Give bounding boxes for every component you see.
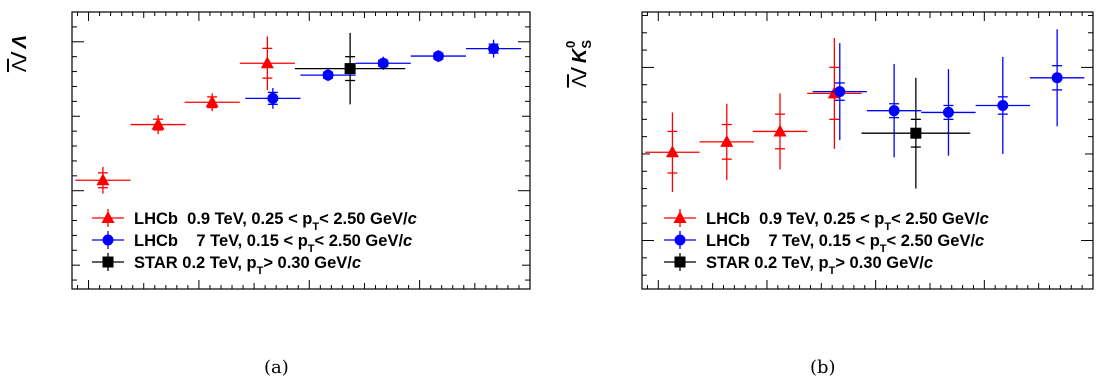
- legend-label: STAR 0.2 TeV, pT> 0.30 GeV/c: [134, 254, 361, 277]
- legend-label-main: LHCb 0.9 TeV, 0.25 < p: [706, 210, 884, 228]
- triangle-marker: [774, 124, 787, 136]
- legend-label: LHCb 0.9 TeV, 0.25 < pT< 2.50 GeV/c: [706, 210, 989, 233]
- data-point: [411, 50, 466, 62]
- panel-b: Λ/ KS0 LHCb 0.9 TeV, 0.25 < pT< 2.50 GeV/…: [548, 0, 1096, 389]
- legend-circle-marker: [675, 235, 686, 246]
- legend-label-c: c: [408, 210, 417, 228]
- data-point: [356, 57, 411, 70]
- panel-a-caption: (a): [264, 357, 289, 378]
- square-marker: [910, 128, 921, 139]
- chart-b-svg: Λ/ KS0 LHCb 0.9 TeV, 0.25 < pT< 2.50 GeV/…: [548, 0, 1096, 360]
- legend-label-main: LHCb 0.9 TeV, 0.25 < p: [134, 210, 312, 228]
- triangle-marker: [96, 173, 109, 185]
- circle-marker: [488, 43, 499, 54]
- y-axis-label-overlined: Λ: [9, 58, 31, 72]
- circle-marker: [943, 107, 954, 118]
- legend-entry: STAR 0.2 TeV, pT> 0.30 GeV/c: [92, 253, 361, 277]
- legend-label-c: c: [924, 254, 933, 272]
- legend-label-main: LHCb 7 TeV, 0.15 < p: [706, 232, 880, 250]
- circle-marker: [323, 70, 334, 81]
- legend-entry: LHCb 7 TeV, 0.15 < pT< 2.50 GeV/c: [664, 231, 984, 255]
- data-point: [130, 115, 185, 134]
- data-point: [295, 33, 405, 104]
- legend-entry: STAR 0.2 TeV, pT> 0.30 GeV/c: [664, 253, 933, 277]
- data-point: [700, 104, 754, 180]
- data-point: [645, 112, 699, 192]
- legend-entry: LHCb 0.9 TeV, 0.25 < pT< 2.50 GeV/c: [92, 209, 417, 233]
- circle-marker: [889, 105, 900, 116]
- legend-label: LHCb 7 TeV, 0.15 < pT< 2.50 GeV/c: [134, 232, 412, 255]
- data-point: [245, 88, 300, 109]
- circle-marker: [997, 100, 1008, 111]
- legend-circle-marker: [103, 235, 114, 246]
- legend-entry: LHCb 7 TeV, 0.15 < pT< 2.50 GeV/c: [92, 231, 412, 255]
- data-point: [867, 64, 921, 157]
- data-point: [813, 43, 867, 140]
- data-point: [240, 36, 295, 90]
- circle-marker: [378, 58, 389, 69]
- data-point: [976, 57, 1030, 154]
- triangle-marker: [261, 56, 274, 68]
- legend-label-main: STAR 0.2 TeV, p: [134, 254, 257, 272]
- circle-marker: [834, 86, 845, 97]
- square-marker: [345, 63, 356, 74]
- legend-label-c: c: [975, 232, 984, 250]
- legend-label-c: c: [980, 210, 989, 228]
- triangle-marker: [720, 135, 733, 147]
- legend-triangle-marker: [674, 211, 687, 223]
- legend-label: LHCb 7 TeV, 0.15 < pT< 2.50 GeV/c: [706, 232, 984, 255]
- legend-label-tail: > 0.30 GeV/: [835, 254, 924, 272]
- legend-label-c: c: [403, 232, 412, 250]
- y-axis-label: Λ/ KS0: [563, 40, 594, 88]
- legend-label-tail: < 2.50 GeV/: [887, 232, 976, 250]
- legend-label-tail: > 0.30 GeV/: [263, 254, 352, 272]
- data-point: [753, 93, 807, 169]
- y-axis-label-rest: / Λ: [9, 35, 31, 60]
- data-point: [75, 167, 130, 194]
- triangle-marker: [666, 145, 679, 157]
- legend-square-marker: [103, 257, 114, 268]
- data-point: [1030, 29, 1084, 126]
- data-point: [862, 78, 971, 189]
- panel-a: Λ/ Λ LHCb 0.9 TeV, 0.25 < pT< 2.50 GeV/c L…: [0, 0, 548, 389]
- circle-marker: [1052, 72, 1063, 83]
- data-point: [466, 40, 521, 58]
- y-axis-label: Λ/ Λ: [9, 35, 31, 72]
- circle-marker: [267, 93, 278, 104]
- circle-marker: [433, 51, 444, 62]
- legend-square-marker: [675, 257, 686, 268]
- chart-a-svg: Λ/ Λ LHCb 0.9 TeV, 0.25 < pT< 2.50 GeV/cL…: [0, 0, 548, 360]
- legend-label-tail: < 2.50 GeV/: [319, 210, 408, 228]
- panel-b-caption: (b): [810, 357, 836, 378]
- y-axis-label-overlined: Λ: [569, 74, 591, 88]
- legend-triangle-marker: [102, 211, 115, 223]
- legend-label: STAR 0.2 TeV, pT> 0.30 GeV/c: [706, 254, 933, 277]
- y-axis-label-sup: 0: [563, 41, 578, 48]
- legend-label-tail: < 2.50 GeV/: [891, 210, 980, 228]
- legend-label-tail: < 2.50 GeV/: [315, 232, 404, 250]
- data-point: [921, 69, 975, 156]
- legend-label-c: c: [352, 254, 361, 272]
- data-point: [807, 38, 861, 149]
- legend-label-main: LHCb 7 TeV, 0.15 < p: [134, 232, 308, 250]
- legend-label-main: STAR 0.2 TeV, p: [706, 254, 829, 272]
- legend-label: LHCb 0.9 TeV, 0.25 < pT< 2.50 GeV/c: [134, 210, 417, 233]
- y-axis-label-sub: S: [579, 40, 594, 49]
- y-axis-label-rest: / K: [569, 47, 591, 75]
- legend-entry: LHCb 0.9 TeV, 0.25 < pT< 2.50 GeV/c: [664, 209, 989, 233]
- data-point: [185, 93, 240, 111]
